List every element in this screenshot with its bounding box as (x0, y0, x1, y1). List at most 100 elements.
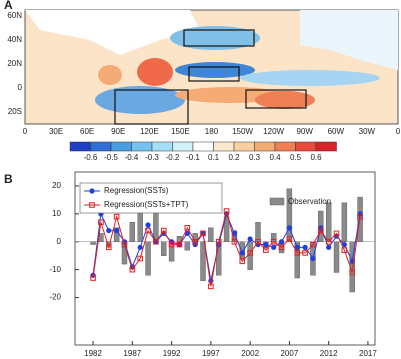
marker (192, 238, 198, 245)
lon-label: 60W (328, 127, 345, 136)
legend-label: Regression(SSTs) (104, 186, 169, 195)
bar (341, 202, 348, 242)
region-box (245, 89, 307, 109)
bar (333, 241, 340, 273)
bar (90, 241, 96, 245)
y-tick-label: 20 (52, 181, 61, 190)
bar (129, 222, 136, 242)
marker (286, 236, 293, 242)
colorbar-box (131, 141, 153, 152)
bar (255, 222, 261, 242)
marker (231, 238, 238, 245)
lon-label: 90W (296, 127, 313, 136)
marker (278, 244, 285, 251)
marker (215, 238, 222, 245)
bar (294, 241, 300, 279)
x-tick-label: 2002 (241, 349, 259, 358)
marker (286, 225, 292, 231)
plot-frame (74, 171, 376, 346)
lon-label: 150W (232, 127, 253, 136)
marker (208, 283, 214, 290)
panel-label: B (4, 172, 13, 186)
lon-label: 150E (171, 127, 190, 136)
colorbar-box (110, 141, 132, 152)
colorbar-label: 0.2 (228, 153, 240, 162)
colorbar-box (90, 141, 112, 152)
marker (255, 238, 261, 245)
blob-red (255, 91, 315, 109)
bar (208, 227, 214, 242)
colorbar-box (254, 141, 276, 152)
sea-blue (300, 10, 398, 70)
lon-label: 90E (111, 127, 125, 136)
map (24, 9, 399, 125)
lon-label: 120W (263, 127, 284, 136)
marker (184, 225, 191, 231)
y-tick-label: 10 (52, 209, 61, 218)
colorbar-box (192, 141, 214, 152)
legend-marker (89, 188, 95, 194)
colorbar-label: -0.5 (104, 153, 118, 162)
marker (341, 241, 347, 248)
lon-label: 30E (49, 127, 63, 136)
marker (278, 239, 285, 245)
y-tick-label: 0 (57, 237, 62, 246)
marker (98, 219, 104, 226)
colorbar-box (233, 141, 255, 152)
lon-label: 180 (205, 127, 219, 136)
lat-label: 60N (7, 11, 22, 20)
marker (294, 250, 301, 256)
lon-label: 0 (396, 127, 401, 136)
marker (239, 250, 245, 256)
x-tick-label: 2017 (359, 349, 377, 358)
bar (184, 241, 191, 251)
colorbar-label: 0.3 (249, 153, 261, 162)
marker (176, 241, 183, 248)
marker (153, 238, 159, 245)
region-box (183, 29, 255, 47)
bar (349, 241, 355, 293)
blob-blue (95, 86, 185, 114)
colorbar-box (213, 141, 235, 152)
lon-label: 60E (80, 127, 94, 136)
marker (271, 244, 277, 250)
marker (349, 269, 356, 276)
panel-label: A (4, 0, 13, 12)
colorbar-box (151, 141, 173, 152)
lat-label: 20S (8, 107, 22, 116)
lon-label: 30W (359, 127, 376, 136)
colorbar-label: 0.6 (310, 153, 322, 162)
lon-label: 0 (23, 127, 28, 136)
marker (137, 255, 143, 262)
marker (105, 244, 112, 251)
marker (325, 238, 332, 245)
bar (161, 241, 167, 256)
legend-label: Observation (288, 197, 331, 206)
region-box (114, 89, 189, 125)
marker (200, 230, 206, 237)
colorbar-label: -0.3 (145, 153, 159, 162)
blob-red (98, 65, 122, 85)
marker (310, 241, 316, 248)
marker (90, 275, 96, 281)
marker (106, 227, 112, 234)
marker (160, 227, 167, 234)
marker (145, 222, 151, 228)
x-tick-label: 1987 (123, 349, 141, 358)
colorbar-box (274, 141, 296, 152)
marker (333, 230, 340, 237)
bar (145, 241, 151, 276)
marker (318, 227, 324, 234)
bar (270, 233, 277, 242)
marker (129, 266, 136, 273)
marker (114, 227, 120, 234)
blob-blue (170, 26, 260, 50)
x-tick-label: 2007 (280, 349, 298, 358)
lon-label: 120E (140, 127, 159, 136)
line (92, 210, 361, 287)
colorbar-label: -0.6 (84, 153, 98, 162)
marker (326, 244, 332, 250)
y-tick-label: -10 (49, 265, 61, 274)
land (25, 10, 200, 55)
